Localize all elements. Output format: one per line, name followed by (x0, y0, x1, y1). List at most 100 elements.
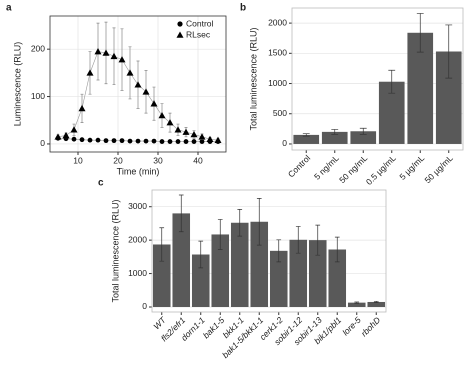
legend-marker (176, 31, 184, 38)
y-tick-label: 1000 (128, 268, 147, 278)
marker (111, 138, 117, 144)
marker (175, 139, 181, 144)
marker (126, 69, 134, 76)
marker (71, 136, 77, 142)
marker (94, 48, 102, 55)
bar (367, 301, 386, 307)
panel-label: c (98, 178, 104, 189)
x-tick-label: 10 (73, 155, 83, 165)
marker (191, 139, 197, 144)
error-bar (256, 198, 262, 246)
error-bar (354, 301, 360, 304)
marker (118, 56, 126, 63)
legend-marker (177, 21, 183, 27)
marker (214, 136, 222, 143)
bar (328, 249, 347, 307)
marker (110, 52, 118, 60)
x-tick-label: 50 µg/mL (422, 153, 454, 185)
x-tick-label: 30 (153, 155, 163, 165)
marker (102, 49, 110, 56)
marker (190, 130, 198, 138)
error-bar (237, 209, 243, 237)
y-tick-label: 100 (31, 91, 45, 101)
marker (103, 138, 109, 144)
marker (151, 138, 157, 144)
error-bar (159, 227, 165, 262)
bar (293, 134, 320, 144)
marker (158, 112, 166, 119)
error-bar (178, 194, 184, 233)
error-bar (334, 236, 340, 263)
bar (172, 213, 191, 307)
y-tick-label: 1500 (268, 48, 287, 58)
bar (191, 254, 210, 307)
y-tick-label: 0 (282, 138, 287, 148)
plot-frame (49, 15, 227, 153)
marker (127, 138, 133, 144)
x-tick-label: lore-5 (340, 315, 363, 338)
y-tick-label: 2000 (128, 234, 147, 244)
error-bar (359, 127, 367, 135)
error-bar (217, 219, 223, 250)
y-tick-label: 2000 (268, 17, 287, 27)
x-tick-label: 40 (193, 155, 203, 165)
marker (62, 131, 70, 139)
plot-area (152, 190, 386, 312)
error-bar (445, 24, 453, 79)
y-tick-label: 1000 (268, 78, 287, 88)
x-axis-title: Time (min) (117, 166, 160, 176)
marker (143, 138, 149, 144)
marker (135, 138, 141, 144)
error-bar (315, 224, 321, 256)
bar (230, 222, 249, 307)
marker (142, 88, 150, 95)
plot-frame (291, 7, 464, 151)
bar (211, 234, 230, 307)
y-tick-label: 3000 (128, 201, 147, 211)
marker (95, 137, 101, 143)
marker (182, 128, 190, 135)
marker (134, 81, 142, 88)
marker (87, 137, 93, 143)
bar (350, 131, 377, 144)
marker (166, 119, 174, 126)
x-tick-label: bak1-5 (201, 315, 227, 341)
marker (150, 100, 158, 107)
x-tick-label: 0.5 µg/mL (364, 153, 398, 187)
y-tick-label: 500 (273, 108, 287, 118)
marker (54, 133, 62, 140)
marker (199, 139, 205, 144)
x-tick-label: 20 (113, 155, 123, 165)
marker (78, 104, 86, 112)
x-tick-label: rbohD (359, 315, 382, 338)
error-bar (373, 300, 379, 303)
error-bar (388, 69, 396, 94)
marker (174, 126, 182, 133)
x-tick-label: Control (286, 153, 313, 180)
error-bar (331, 129, 339, 135)
bar (269, 250, 288, 307)
y-axis-title: Luminescence (RLU) (12, 42, 22, 127)
bar (308, 240, 327, 307)
marker (159, 139, 165, 144)
bar (289, 239, 308, 307)
bar (152, 244, 171, 307)
marker (167, 139, 173, 144)
bar (250, 221, 269, 307)
panel-label: a (6, 3, 12, 14)
marker (206, 135, 214, 143)
marker (79, 137, 85, 143)
legend-label: RLsec (186, 29, 211, 39)
error-bar (302, 133, 310, 137)
bar (347, 302, 366, 307)
plot-frame (151, 189, 387, 313)
marker (70, 126, 78, 133)
error-bar (276, 239, 282, 263)
panel-label: b (240, 3, 246, 14)
y-tick-label: 200 (31, 43, 45, 53)
y-axis-title: Total luminescence (RLU) (110, 199, 120, 302)
y-tick-label: 0 (142, 301, 147, 311)
marker (183, 139, 189, 144)
marker (119, 138, 125, 144)
error-bar (416, 13, 424, 53)
